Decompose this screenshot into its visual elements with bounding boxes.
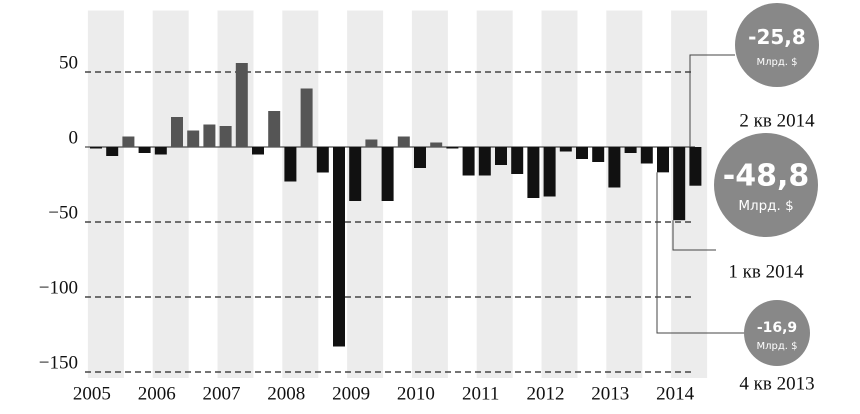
year-band	[282, 10, 319, 378]
y-tick-label: 0	[69, 127, 79, 148]
bar	[122, 136, 135, 147]
bar	[365, 139, 378, 147]
callout-bubble	[744, 300, 810, 366]
x-tick-label: 2009	[332, 383, 370, 404]
bar	[495, 147, 507, 165]
x-tick-label: 2011	[462, 383, 499, 404]
bar	[219, 126, 232, 147]
bar	[171, 117, 183, 147]
bar	[316, 147, 329, 173]
bar	[138, 147, 151, 153]
bar	[203, 124, 216, 147]
y-tick-label: −100	[39, 277, 78, 298]
callout-bubble	[714, 133, 818, 237]
callout-unit: Млрд. $	[738, 198, 793, 214]
year-band	[411, 10, 448, 378]
callout-value: -48,8	[723, 159, 809, 194]
bar	[106, 147, 119, 156]
callout-period: 4 кв 2013	[739, 373, 814, 394]
year-band	[606, 10, 643, 378]
bar	[673, 147, 686, 221]
bar	[284, 147, 297, 182]
bar	[592, 147, 605, 162]
bar	[235, 63, 248, 147]
x-tick-label: 2008	[267, 383, 305, 404]
y-tick-label: −150	[39, 352, 78, 373]
callout-unit: Млрд. $	[756, 341, 797, 352]
bar	[397, 136, 410, 147]
bar	[349, 147, 362, 201]
year-band	[152, 10, 189, 378]
callout-line	[672, 220, 716, 251]
year-band	[87, 10, 124, 378]
year-band	[217, 10, 254, 378]
callout-value: -25,8	[748, 25, 806, 49]
year-band	[476, 10, 513, 378]
x-tick-label: 2012	[527, 383, 565, 404]
x-tick-label: 2010	[397, 383, 435, 404]
bar	[187, 130, 200, 147]
bar	[559, 147, 572, 152]
bar	[381, 147, 394, 201]
bar	[608, 147, 621, 188]
bar	[527, 147, 540, 198]
bar	[478, 147, 491, 176]
x-tick-label: 2014	[656, 383, 695, 404]
bar	[252, 147, 264, 155]
callout-bubble	[735, 3, 819, 87]
bar	[90, 147, 102, 149]
bar	[414, 147, 426, 168]
y-tick-label: 50	[59, 52, 78, 73]
bar	[268, 111, 281, 147]
bar	[446, 147, 459, 149]
callout-line	[689, 54, 735, 147]
bar	[333, 147, 345, 347]
x-tick-label: 2007	[203, 383, 241, 404]
callout-period: 1 кв 2014	[728, 261, 804, 282]
bar	[300, 88, 313, 147]
bar	[576, 147, 588, 159]
bar	[689, 147, 702, 186]
y-tick-label: −50	[48, 202, 78, 223]
x-tick-label: 2006	[138, 383, 176, 404]
bar	[657, 147, 669, 173]
x-tick-label: 2013	[591, 383, 629, 404]
callout-value: -16,9	[757, 320, 797, 336]
bar	[543, 147, 556, 197]
bar	[511, 147, 524, 174]
x-tick-label: 2005	[73, 383, 111, 404]
bar	[624, 147, 637, 153]
bar	[430, 142, 443, 147]
bar	[154, 147, 167, 155]
bar	[462, 147, 475, 176]
callout-line	[656, 172, 745, 334]
callout-period: 2 кв 2014	[739, 110, 815, 131]
bar	[640, 147, 653, 164]
callout-unit: Млрд. $	[756, 57, 797, 68]
